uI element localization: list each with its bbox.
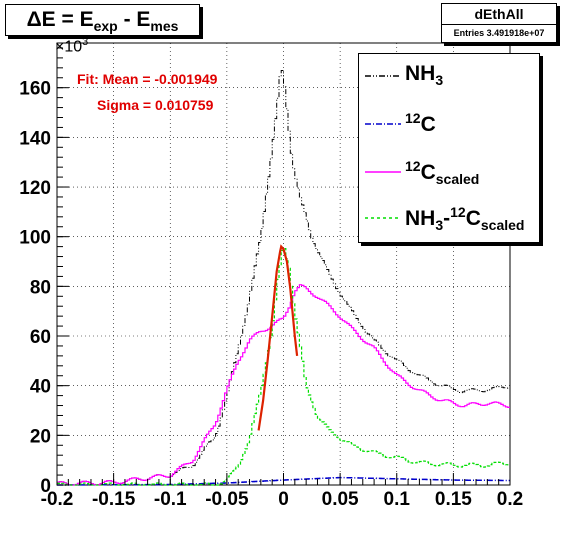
y-tick-label: 0 bbox=[40, 476, 51, 497]
x-tick-label: 0.1 bbox=[384, 489, 411, 510]
fit-sigma-text: Sigma = 0.010759 bbox=[97, 97, 214, 113]
y-tick-label: 60 bbox=[30, 327, 51, 348]
y-tick-label: 40 bbox=[30, 377, 51, 398]
legend-label-c12-scaled: 12Cscaled bbox=[405, 158, 480, 188]
y-tick-label: 140 bbox=[19, 128, 51, 149]
stats-entries: Entries 3.491918e+07 bbox=[442, 24, 556, 41]
legend-label-nh3: NH3 bbox=[405, 62, 444, 89]
x-tick-label: -0.1 bbox=[154, 489, 187, 510]
legend-entry-nh3: NH3 bbox=[359, 56, 539, 96]
stats-histogram-name: dEthAll bbox=[474, 6, 524, 22]
x-tick-label: -0.15 bbox=[92, 489, 136, 510]
x-tick-label: 0 bbox=[278, 489, 289, 510]
y-tick-label: 100 bbox=[19, 228, 51, 249]
legend: NH3 12C 12Cscaled NH3-12Cscaled bbox=[358, 53, 540, 243]
y-tick-label: 80 bbox=[30, 277, 51, 298]
series-layer bbox=[57, 70, 510, 486]
fit-mean-text: Fit: Mean = -0.001949 bbox=[77, 71, 218, 87]
legend-label-c12: 12C bbox=[405, 110, 436, 136]
x-tick-label: -0.2 bbox=[41, 489, 74, 510]
legend-line-nh3 bbox=[365, 75, 401, 77]
histogram-title: ΔE = Eexp - Emes bbox=[5, 4, 200, 36]
legend-entry-difference: NH3-12Cscaled bbox=[359, 198, 539, 238]
legend-label-difference: NH3-12Cscaled bbox=[405, 204, 525, 234]
x-tick-label: 0.15 bbox=[435, 489, 472, 510]
series-line-nh3-12c-scaled bbox=[57, 248, 510, 486]
y-tick-label: 160 bbox=[19, 79, 51, 100]
legend-line-c12-scaled bbox=[365, 171, 401, 173]
legend-line-difference bbox=[365, 217, 401, 219]
x-tick-label: -0.05 bbox=[205, 489, 249, 510]
y-axis-multiplier: ×103 bbox=[55, 36, 89, 56]
x-tick-label: 0.2 bbox=[497, 489, 523, 510]
x-tick-label: 0.05 bbox=[322, 489, 359, 510]
legend-entry-c12-scaled: 12Cscaled bbox=[359, 152, 539, 192]
y-tick-label: 120 bbox=[19, 178, 51, 199]
legend-entry-c12: 12C bbox=[359, 104, 539, 144]
series-line-12c-scaled bbox=[57, 284, 510, 486]
axes: -0.2 -0.15 -0.1 -0.05 0 0.05 0.1 0.15 0.2 0 20 40 60… bbox=[19, 47, 523, 510]
legend-line-c12 bbox=[365, 123, 401, 125]
y-tick-label: 20 bbox=[30, 426, 51, 447]
stats-box: dEthAll Entries 3.491918e+07 bbox=[441, 3, 557, 43]
series-line-fit bbox=[257, 244, 299, 431]
